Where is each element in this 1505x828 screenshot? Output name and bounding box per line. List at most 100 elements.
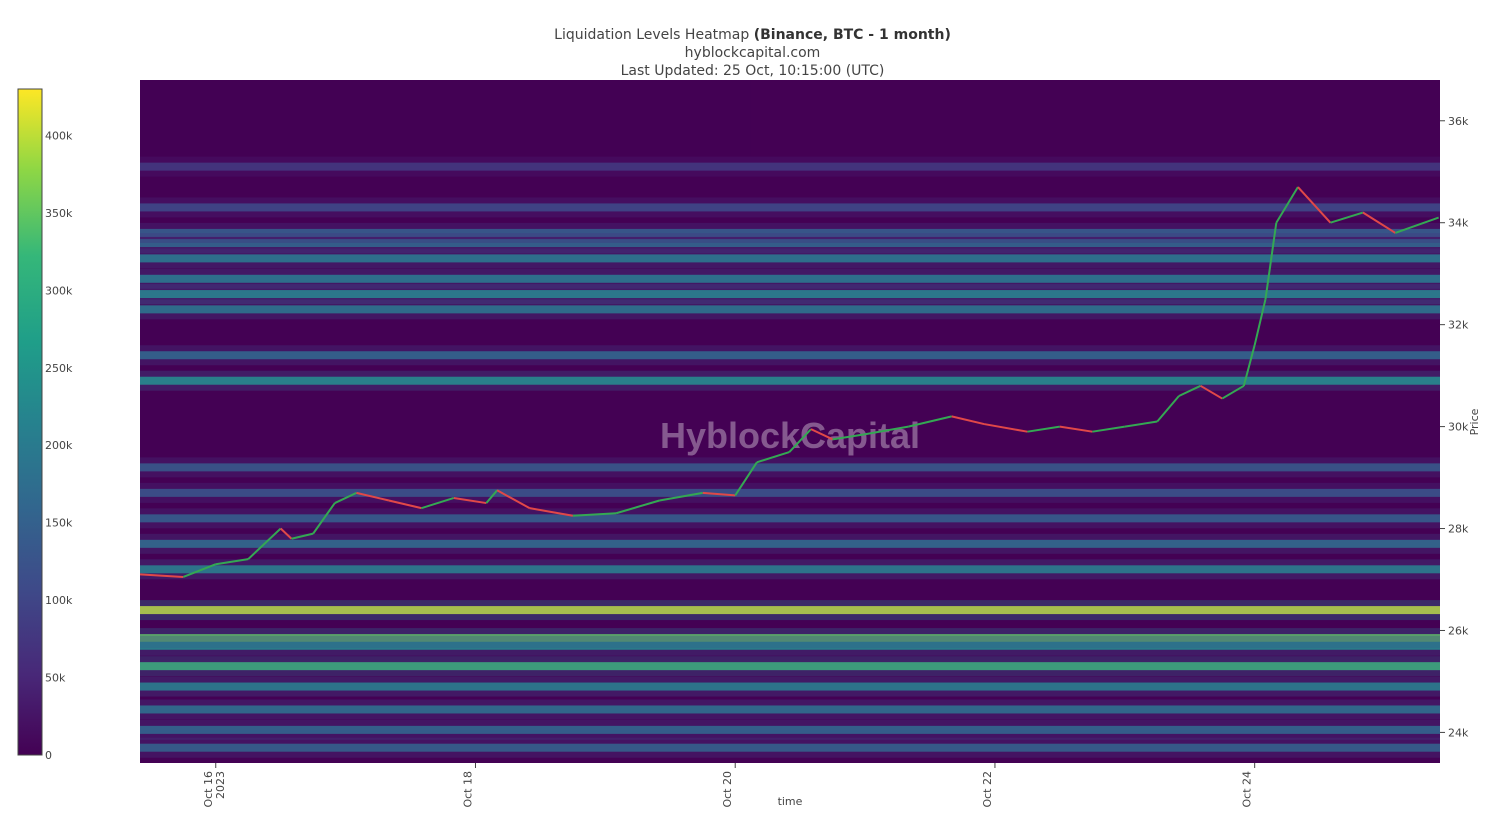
price-candle-segment xyxy=(140,573,184,578)
y-tick-label: 32k xyxy=(1448,319,1469,332)
heatmap-band xyxy=(140,641,1440,650)
price-candle-segment xyxy=(788,428,812,453)
heatmap-band xyxy=(140,305,1440,314)
colorbar-tick-label: 300k xyxy=(45,284,73,297)
heatmap-band-glow xyxy=(140,284,1440,305)
heatmap-band-glow xyxy=(140,345,1440,366)
colorbar-tick-label: 150k xyxy=(45,517,73,530)
price-candle-segment xyxy=(247,527,282,560)
heatmap-band xyxy=(140,514,1440,523)
heatmap-band xyxy=(140,162,1440,171)
price-candle-segment xyxy=(1362,211,1396,234)
heatmap-band xyxy=(140,228,1440,237)
price-candle-segment xyxy=(280,527,293,540)
x-tick-label: Oct 22 xyxy=(981,771,994,808)
heatmap-band-glow xyxy=(140,156,1440,177)
heatmap-band xyxy=(140,565,1440,574)
heatmap-band-glow xyxy=(140,233,1440,254)
colorbar-tick-label: 200k xyxy=(45,439,73,452)
price-candle-segment xyxy=(496,489,531,510)
price-candle-segment xyxy=(702,491,736,497)
y-tick-label: 34k xyxy=(1448,217,1469,230)
price-candle-segment xyxy=(659,491,703,502)
price-candle-segment xyxy=(1221,384,1245,400)
heatmap-band-glow xyxy=(140,533,1440,554)
x-tick-label: Oct 20 xyxy=(721,771,734,808)
heatmap-band-glow xyxy=(140,370,1440,391)
price-candle-segment xyxy=(615,499,660,515)
price-candle-segment xyxy=(453,496,487,505)
x-axis-label: time xyxy=(778,795,803,808)
heatmap-band xyxy=(140,463,1440,472)
price-candle-segment xyxy=(756,451,790,464)
price-candle-segment xyxy=(864,425,909,436)
heatmap-band-glow xyxy=(140,559,1440,580)
price-candle-segment xyxy=(1200,384,1223,400)
y-tick-label: 26k xyxy=(1448,624,1469,637)
x-axis: Oct 16 2023 Oct 18 Oct 20 Oct 22 Oct 24 xyxy=(202,763,1256,808)
price-candle-segment xyxy=(1178,384,1201,397)
price-candle-segment xyxy=(291,532,314,540)
heatmap-empty-region xyxy=(140,80,751,157)
price-candle-segment xyxy=(388,499,422,510)
y-tick-label: 36k xyxy=(1448,115,1469,128)
chart-title: Liquidation Levels Heatmap (Binance, BTC… xyxy=(554,27,951,43)
price-candle-segment xyxy=(908,415,952,428)
price-candle-segment xyxy=(1297,186,1332,224)
colorbar-tick-label: 250k xyxy=(45,362,73,375)
price-candle-segment xyxy=(1027,425,1061,433)
heatmap-band-glow xyxy=(140,676,1440,697)
heatmap-band-glow xyxy=(140,635,1440,656)
colorbar-tick-label: 400k xyxy=(45,129,73,142)
heatmap-band xyxy=(140,488,1440,497)
price-candle-segment xyxy=(810,428,834,441)
heatmap-band-glow xyxy=(140,628,1440,649)
heatmap-plot-area: HyblockCapital xyxy=(140,80,1440,763)
heatmap-band-glow xyxy=(140,482,1440,503)
price-candle-segment xyxy=(1253,298,1267,346)
watermark: HyblockCapital xyxy=(660,415,920,456)
colorbar-tick-label: 0 xyxy=(45,749,52,762)
price-candle-segment xyxy=(1156,395,1180,423)
heatmap-band xyxy=(140,239,1440,248)
price-candle-segment xyxy=(1275,186,1299,224)
heatmap-band-glow xyxy=(140,268,1440,289)
heatmap-band-glow xyxy=(140,299,1440,320)
colorbar: 0 50k 100k 150k 200k 250k 300k 350k 400k xyxy=(17,88,73,762)
heatmap-band-glow xyxy=(140,508,1440,529)
price-candle-segment xyxy=(734,461,758,496)
price-candle-segment xyxy=(1059,425,1093,433)
heatmap-band xyxy=(140,290,1440,299)
x-tick-label: 2023 xyxy=(214,771,227,799)
price-candle-segment xyxy=(421,497,455,510)
x-tick-label: Oct 24 xyxy=(1241,771,1254,808)
price-candle-segment xyxy=(1242,344,1256,387)
price-candle-segment xyxy=(951,415,985,426)
price-candle-segment xyxy=(182,563,217,578)
x-tick-label: Oct 16 xyxy=(202,771,215,808)
heatmap-band xyxy=(140,539,1440,548)
heatmap-band-glow xyxy=(140,699,1440,720)
price-candle-segment xyxy=(356,491,390,502)
y-axis-label: Price xyxy=(1468,408,1481,435)
price-candle-segment xyxy=(529,507,574,517)
heatmap-band xyxy=(140,351,1440,360)
price-candle-segment xyxy=(572,512,617,517)
heatmap-band xyxy=(140,254,1440,263)
heatmap-band xyxy=(140,725,1440,734)
colorbar-tick-label: 50k xyxy=(45,672,66,685)
heatmap-band-glow xyxy=(140,600,1440,621)
heatmap-band-glow xyxy=(140,197,1440,218)
heatmap-band-glow xyxy=(140,248,1440,269)
price-candle-segment xyxy=(1264,222,1278,300)
x-tick-label: Oct 18 xyxy=(461,771,474,808)
price-candle-segment xyxy=(1092,425,1125,433)
chart-subtitle-updated: Last Updated: 25 Oct, 10:15:00 (UTC) xyxy=(620,63,885,79)
heatmap-band xyxy=(140,376,1440,385)
heatmap-band xyxy=(140,682,1440,691)
price-candle-segment xyxy=(312,502,336,535)
y-tick-label: 24k xyxy=(1448,726,1469,739)
colorbar-tick-label: 100k xyxy=(45,594,73,607)
heatmap-band-glow xyxy=(140,719,1440,740)
